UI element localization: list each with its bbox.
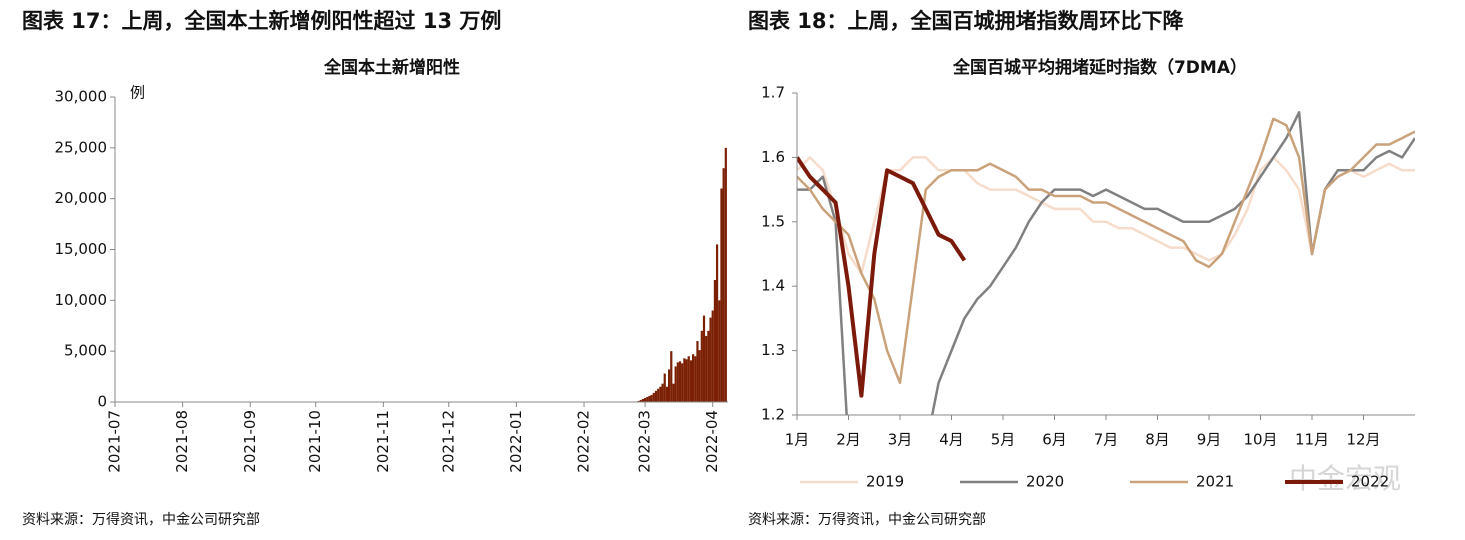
x-tick-label: 9月 bbox=[1197, 431, 1222, 449]
bar bbox=[667, 369, 671, 402]
chart-title: 全国本土新增阳性 bbox=[323, 57, 460, 78]
x-tick-label: 8月 bbox=[1145, 431, 1170, 449]
bar bbox=[670, 351, 673, 402]
y-tick-label: 20,000 bbox=[55, 189, 108, 207]
x-tick-label: 2021-11 bbox=[374, 410, 392, 473]
bar bbox=[722, 168, 725, 402]
y-tick-label: 1.7 bbox=[761, 84, 785, 102]
x-tick-label: 5月 bbox=[991, 431, 1016, 449]
x-tick-label: 11月 bbox=[1295, 431, 1329, 449]
chart-title: 全国百城平均拥堵延时指数（7DMA） bbox=[952, 57, 1247, 78]
charts: 0 5,000 10,000 15,000 20,000 25,000 30,000 2021… bbox=[55, 84, 1415, 491]
bar bbox=[654, 390, 658, 402]
legend-label: 2021 bbox=[1196, 473, 1234, 491]
bar bbox=[687, 356, 690, 402]
series-line bbox=[797, 156, 1415, 275]
bar bbox=[705, 335, 708, 402]
source: 资料来源：万得资讯，中金公司研究部 bbox=[748, 511, 986, 528]
bar bbox=[691, 354, 695, 402]
bar bbox=[650, 394, 653, 402]
unit-label: 例 bbox=[130, 84, 145, 102]
x-tick-label: 1月 bbox=[785, 431, 810, 449]
bar bbox=[683, 358, 686, 402]
y-tick-label: 15,000 bbox=[55, 240, 108, 258]
bar bbox=[700, 330, 703, 402]
bar bbox=[715, 244, 719, 402]
x-tick-label: 2021-08 bbox=[173, 410, 191, 473]
bar bbox=[713, 280, 717, 402]
x-tick-label: 2022-02 bbox=[575, 410, 593, 473]
y-tick-label: 1.2 bbox=[761, 406, 785, 424]
source: 资料来源：万得资讯，中金公司研究部 bbox=[22, 511, 260, 528]
series-line bbox=[797, 117, 1415, 385]
y-tick-label: 30,000 bbox=[55, 88, 108, 106]
figure-title: 图表 17：上周，全国本土新增例阳性超过 13 万例 bbox=[22, 9, 501, 33]
x-tick-label: 2月 bbox=[836, 431, 861, 449]
bar bbox=[711, 310, 714, 402]
x-tick-label: 2022-01 bbox=[507, 410, 525, 473]
bar bbox=[724, 147, 727, 402]
bar bbox=[681, 363, 684, 402]
plot bbox=[797, 111, 1415, 415]
legend-label: 2019 bbox=[866, 473, 904, 491]
figure-title: 图表 18：上周，全国百城拥堵指数周环比下降 bbox=[748, 9, 1185, 33]
legend-label: 2022 bbox=[1351, 473, 1389, 491]
bar bbox=[665, 386, 669, 402]
x-tick-label: 2021-12 bbox=[439, 410, 457, 473]
bar bbox=[676, 362, 679, 402]
bar bbox=[698, 350, 701, 402]
bar bbox=[648, 395, 651, 402]
y-tick-label: 5,000 bbox=[64, 342, 107, 360]
x-tick-label: 2021-10 bbox=[306, 410, 324, 473]
y-tick-label: 10,000 bbox=[55, 291, 108, 309]
x-tick-label: 12月 bbox=[1346, 431, 1380, 449]
bar bbox=[657, 388, 660, 402]
x-tick-label: 2021-07 bbox=[106, 410, 124, 473]
bar bbox=[689, 360, 693, 402]
bar bbox=[696, 341, 699, 402]
series-line bbox=[797, 111, 1415, 415]
x-tick-label: 2022-03 bbox=[636, 410, 654, 473]
x-tick-label: 10月 bbox=[1243, 431, 1277, 449]
legend-label: 2020 bbox=[1026, 473, 1064, 491]
bar bbox=[720, 188, 723, 402]
bar bbox=[646, 396, 649, 402]
bar bbox=[702, 315, 706, 402]
x-tick-label: 2021-09 bbox=[241, 410, 259, 473]
x-tick-label: 2022-04 bbox=[703, 410, 721, 473]
bar bbox=[637, 400, 640, 402]
bar bbox=[678, 361, 682, 402]
y-tick-label: 25,000 bbox=[55, 138, 108, 156]
series-line bbox=[797, 156, 967, 398]
bar bbox=[707, 330, 710, 402]
watermark: 中金宏观 bbox=[1289, 462, 1401, 495]
bar bbox=[663, 373, 666, 402]
bar bbox=[659, 386, 662, 402]
bar bbox=[644, 397, 647, 402]
x-tick-label: 6月 bbox=[1042, 431, 1067, 449]
bar bbox=[641, 398, 645, 402]
x-tick-label: 7月 bbox=[1094, 431, 1119, 449]
bar bbox=[661, 383, 664, 402]
bar bbox=[694, 356, 697, 402]
bar bbox=[652, 392, 655, 402]
y-tick-label: 1.3 bbox=[761, 341, 785, 359]
bar bbox=[685, 359, 688, 402]
bar bbox=[672, 383, 675, 402]
y-tick-label: 1.4 bbox=[761, 277, 785, 295]
x-tick-label: 4月 bbox=[939, 431, 964, 449]
y-tick-label: 0 bbox=[97, 393, 107, 411]
bar bbox=[709, 317, 712, 402]
x-tick-label: 3月 bbox=[888, 431, 913, 449]
y-tick-label: 1.5 bbox=[761, 212, 785, 230]
bar bbox=[639, 399, 642, 402]
bar bbox=[674, 366, 677, 402]
y-tick-label: 1.6 bbox=[761, 148, 785, 166]
bar bbox=[718, 300, 721, 402]
